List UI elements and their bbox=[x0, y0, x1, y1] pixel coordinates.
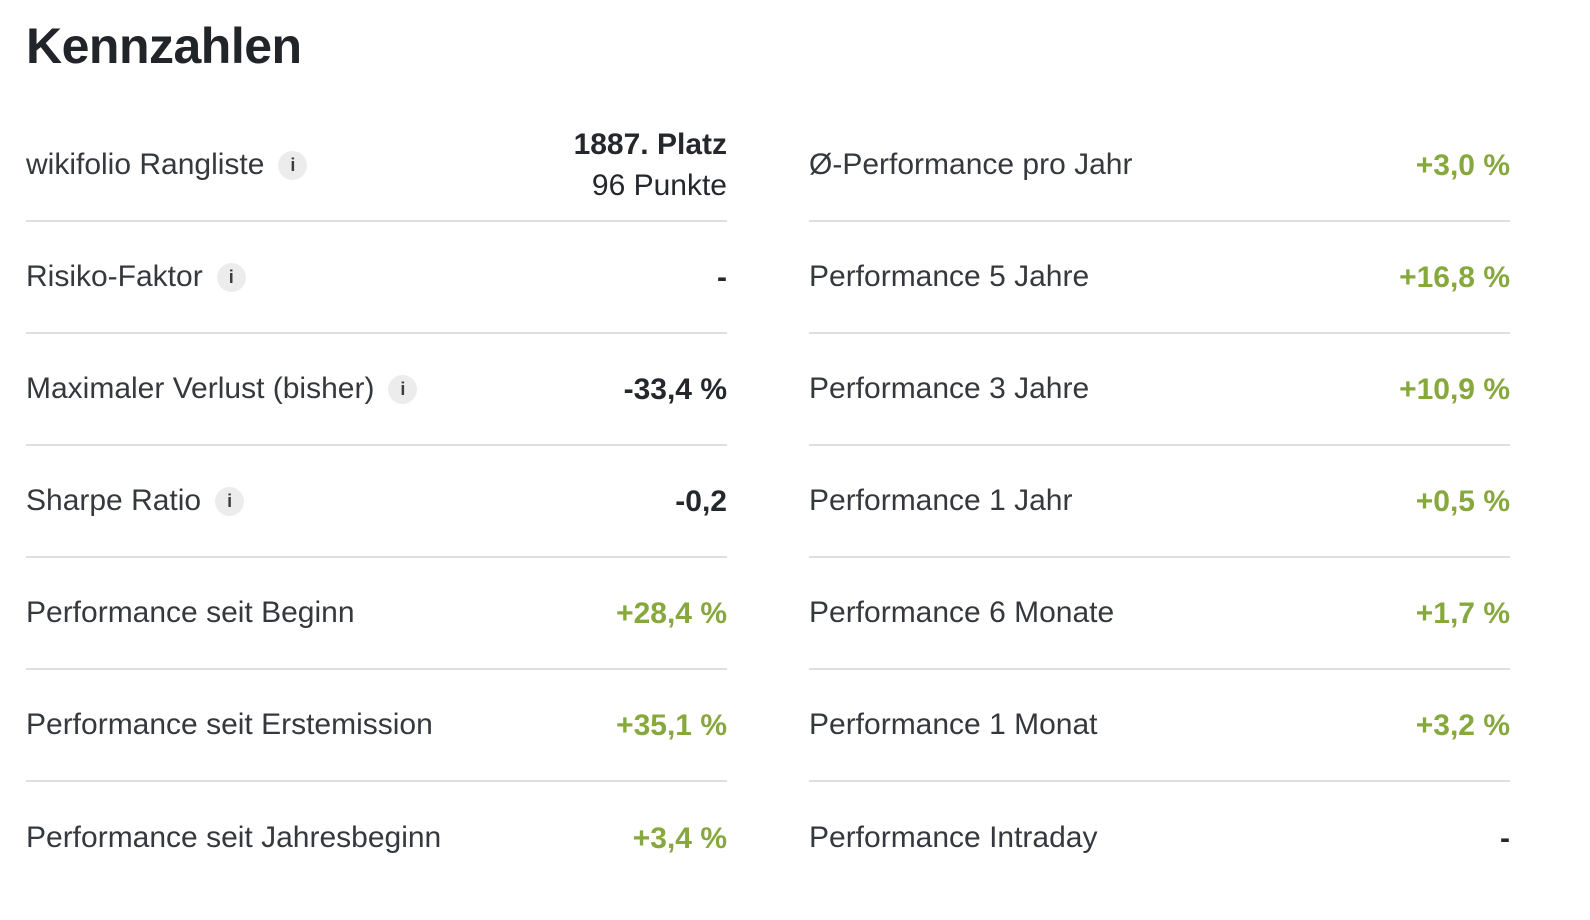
metric-label-group: Performance 1 Jahr bbox=[809, 481, 1072, 521]
metric-value-group: - bbox=[717, 257, 727, 298]
metric-label-group: Performance seit Beginn bbox=[26, 593, 355, 633]
metric-label: Ø-Performance pro Jahr bbox=[809, 148, 1133, 181]
metrics-grid: wikifolio Rangliste i 1887. Platz 96 Pun… bbox=[26, 110, 1510, 894]
metric-row-performance-seit-jahresbeginn: Performance seit Jahresbeginn +3,4 % bbox=[26, 782, 727, 894]
metric-value-group: +1,7 % bbox=[1416, 593, 1510, 634]
metric-label: Performance 3 Jahre bbox=[809, 372, 1090, 405]
metric-value: +0,5 % bbox=[1415, 484, 1510, 518]
metric-value-group: +3,0 % bbox=[1416, 145, 1510, 186]
metric-value-group: -33,4 % bbox=[624, 369, 727, 410]
metric-row-wikifolio-rangliste: wikifolio Rangliste i 1887. Platz 96 Pun… bbox=[26, 110, 727, 222]
metric-row-performance-6-monate: Performance 6 Monate +1,7 % bbox=[809, 558, 1510, 670]
metric-value-secondary: 96 Punkte bbox=[591, 169, 727, 202]
metric-row-performance-seit-erstemission: Performance seit Erstemission +35,1 % bbox=[26, 670, 727, 782]
metric-value: +3,4 % bbox=[632, 821, 727, 855]
metric-label-group: Performance 6 Monate bbox=[809, 593, 1114, 633]
metric-value-group: +0,5 % bbox=[1416, 481, 1510, 522]
metric-label-group: Sharpe Ratio i bbox=[26, 481, 245, 521]
info-icon[interactable]: i bbox=[215, 486, 245, 516]
metrics-column-left: wikifolio Rangliste i 1887. Platz 96 Pun… bbox=[26, 110, 727, 894]
info-icon-glyph: i bbox=[290, 155, 296, 175]
metric-label-group: Performance 3 Jahre bbox=[809, 369, 1089, 409]
metric-row-sharpe-ratio: Sharpe Ratio i -0,2 bbox=[26, 446, 727, 558]
metric-label-group: Maximaler Verlust (bisher) i bbox=[26, 369, 418, 409]
metric-value: 1887. Platz bbox=[573, 128, 727, 161]
metric-value-group: 1887. Platz 96 Punkte bbox=[574, 124, 727, 206]
metric-value: -33,4 % bbox=[623, 372, 727, 406]
metric-value: +35,1 % bbox=[616, 708, 727, 742]
metric-label: Performance 1 Monat bbox=[809, 708, 1098, 741]
metric-label-group: Ø-Performance pro Jahr bbox=[809, 145, 1132, 185]
metric-value-group: +16,8 % bbox=[1399, 257, 1510, 298]
metric-row-performance-1-jahr: Performance 1 Jahr +0,5 % bbox=[809, 446, 1510, 558]
metric-label-group: Performance seit Jahresbeginn bbox=[26, 818, 441, 858]
metric-row-performance-5-jahre: Performance 5 Jahre +16,8 % bbox=[809, 222, 1510, 334]
metric-row-risiko-faktor: Risiko-Faktor i - bbox=[26, 222, 727, 334]
metric-value: - bbox=[717, 260, 727, 294]
metric-value-group: +28,4 % bbox=[616, 593, 727, 634]
section-title: Kennzahlen bbox=[26, 18, 302, 74]
metric-label: Maximaler Verlust (bisher) bbox=[26, 372, 375, 405]
metric-value: +3,2 % bbox=[1415, 708, 1510, 742]
metric-label: wikifolio Rangliste bbox=[26, 148, 265, 181]
info-icon-glyph: i bbox=[400, 379, 406, 399]
metric-row-performance-pro-jahr: Ø-Performance pro Jahr +3,0 % bbox=[809, 110, 1510, 222]
metric-value-group: +3,2 % bbox=[1416, 705, 1510, 746]
info-icon[interactable]: i bbox=[216, 262, 246, 292]
metric-row-performance-seit-beginn: Performance seit Beginn +28,4 % bbox=[26, 558, 727, 670]
metric-row-maximaler-verlust: Maximaler Verlust (bisher) i -33,4 % bbox=[26, 334, 727, 446]
metric-value: +28,4 % bbox=[616, 596, 727, 630]
metric-value: - bbox=[1500, 821, 1510, 855]
metric-value: -0,2 bbox=[675, 484, 727, 518]
metric-label-group: Performance seit Erstemission bbox=[26, 705, 433, 745]
metric-label-group: Performance 1 Monat bbox=[809, 705, 1097, 745]
info-icon-glyph: i bbox=[228, 267, 234, 287]
metric-label: Sharpe Ratio bbox=[26, 484, 202, 517]
metric-label-group: Performance 5 Jahre bbox=[809, 257, 1089, 297]
metrics-column-right: Ø-Performance pro Jahr +3,0 % Performanc… bbox=[809, 110, 1510, 894]
metric-value: +1,7 % bbox=[1415, 596, 1510, 630]
metric-value-group: -0,2 bbox=[675, 481, 727, 522]
metric-label-group: Performance Intraday bbox=[809, 818, 1097, 858]
metric-label: Performance seit Erstemission bbox=[26, 708, 433, 741]
metric-value-group: +10,9 % bbox=[1399, 369, 1510, 410]
metric-row-performance-intraday: Performance Intraday - bbox=[809, 782, 1510, 894]
metric-value: +3,0 % bbox=[1415, 148, 1510, 182]
metric-label: Performance Intraday bbox=[809, 821, 1098, 854]
metric-value-group: +3,4 % bbox=[633, 818, 727, 859]
metric-label-group: wikifolio Rangliste i bbox=[26, 145, 308, 185]
metric-label: Risiko-Faktor bbox=[26, 260, 203, 293]
metric-label-group: Risiko-Faktor i bbox=[26, 257, 246, 297]
info-icon-glyph: i bbox=[227, 491, 233, 511]
info-icon[interactable]: i bbox=[278, 150, 308, 180]
metric-label: Performance 5 Jahre bbox=[809, 260, 1090, 293]
metric-value: +10,9 % bbox=[1399, 372, 1510, 406]
metric-value-group: +35,1 % bbox=[616, 705, 727, 746]
metric-value-group: - bbox=[1500, 818, 1510, 859]
metric-label: Performance seit Jahresbeginn bbox=[26, 821, 442, 854]
metric-value: +16,8 % bbox=[1399, 260, 1510, 294]
metric-label: Performance seit Beginn bbox=[26, 596, 355, 629]
metric-row-performance-1-monat: Performance 1 Monat +3,2 % bbox=[809, 670, 1510, 782]
metric-row-performance-3-jahre: Performance 3 Jahre +10,9 % bbox=[809, 334, 1510, 446]
metric-label: Performance 1 Jahr bbox=[809, 484, 1073, 517]
info-icon[interactable]: i bbox=[388, 374, 418, 404]
metric-label: Performance 6 Monate bbox=[809, 596, 1115, 629]
